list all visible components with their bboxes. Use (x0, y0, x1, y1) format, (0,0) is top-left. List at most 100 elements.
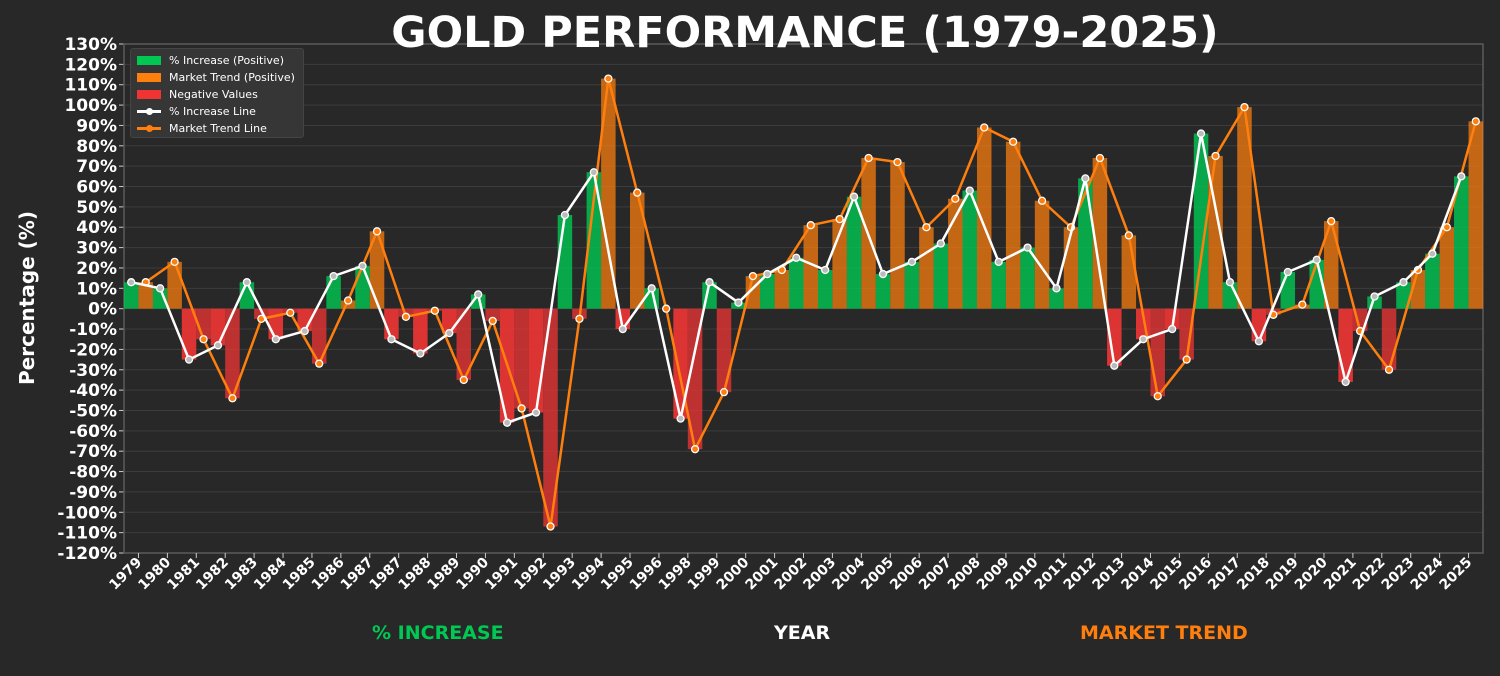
y-tick-label: 90% (76, 116, 117, 136)
legend-swatch (137, 72, 161, 82)
bar-increase (1338, 308, 1353, 382)
market-trend-point (604, 74, 613, 83)
bar-increase (557, 215, 573, 309)
bar-increase (904, 261, 920, 309)
bar-market-trend (1005, 141, 1021, 309)
market-trend-point (1298, 300, 1307, 309)
bar-market-trend (1121, 235, 1137, 309)
market-trend-point (864, 153, 873, 163)
increase-point (1225, 278, 1235, 287)
legend-swatch (137, 89, 161, 99)
legend-item-trend-line: Market Trend Line (137, 120, 267, 136)
y-tick-label: 40% (76, 218, 117, 238)
market-trend-point (1211, 151, 1220, 161)
increase-point (271, 335, 280, 344)
bar-increase (1454, 176, 1469, 309)
bar-market-trend (1034, 200, 1050, 309)
increase-point (416, 349, 425, 358)
bar-increase (991, 261, 1006, 309)
bar-market-trend (543, 308, 558, 527)
bar-market-trend (803, 225, 818, 309)
increase-point (560, 210, 570, 220)
increase-point (878, 269, 888, 279)
bar-increase (1425, 253, 1440, 309)
market-trend-point (1037, 196, 1047, 205)
bar-increase (1164, 308, 1180, 330)
legend-label: Market Trend (Positive) (169, 70, 295, 84)
market-trend-point (1182, 355, 1191, 364)
market-trend-point (546, 522, 555, 531)
increase-point (329, 271, 338, 281)
y-tick-label: -110% (57, 524, 117, 544)
market-trend-point (430, 306, 440, 315)
market-trend-point (806, 221, 815, 230)
increase-point (387, 335, 396, 344)
bar-increase (1251, 308, 1267, 342)
bar-increase (962, 190, 977, 309)
increase-point (531, 408, 541, 417)
y-tick-label: 110% (64, 76, 117, 96)
market-trend-point (343, 296, 353, 305)
legend-label: Negative Values (169, 87, 258, 101)
increase-point (1283, 267, 1292, 277)
market-trend-point (1095, 153, 1105, 163)
increase-point (358, 261, 367, 271)
market-trend-point (1009, 137, 1018, 146)
increase-point (1341, 377, 1350, 387)
increase-point (1196, 129, 1206, 138)
increase-point (647, 284, 656, 293)
y-tick-label: 20% (76, 259, 117, 279)
increase-point (936, 239, 945, 248)
increase-point (474, 290, 483, 299)
bar-increase (875, 274, 891, 309)
market-trend-point (719, 388, 729, 397)
bar-increase (933, 243, 949, 309)
y-tick-label: -90% (69, 483, 117, 503)
bar-market-trend (630, 192, 645, 309)
y-tick-label: -100% (57, 503, 117, 523)
bar-market-trend (514, 308, 529, 409)
market-trend-point (1124, 231, 1133, 240)
market-trend-point (401, 312, 411, 321)
bar-increase (355, 265, 370, 309)
market-trend-point (286, 308, 295, 317)
bar-market-trend (456, 308, 472, 380)
bar-market-trend (254, 308, 269, 319)
bar-market-trend (1092, 158, 1108, 309)
bar-increase (210, 308, 226, 346)
increase-point (907, 257, 917, 267)
bar-market-trend (716, 308, 732, 393)
increase-point (1428, 249, 1437, 258)
bar-increase (846, 196, 862, 309)
bar-increase (181, 308, 197, 360)
bar-market-trend (138, 282, 153, 309)
bar-market-trend (1381, 308, 1397, 370)
legend-line-swatch (137, 107, 161, 116)
legend-item-trend-positive: Market Trend (Positive) (137, 69, 295, 85)
footer-trend-label: MARKET TREND (1080, 622, 1248, 644)
y-tick-label: 120% (64, 55, 117, 75)
legend-item-increase-positive: % Increase (Positive) (137, 52, 284, 68)
increase-point (1081, 174, 1090, 183)
bar-increase (586, 172, 602, 309)
increase-point (994, 257, 1003, 267)
bar-market-trend (890, 162, 905, 309)
increase-point (1457, 172, 1466, 181)
y-tick-label: 60% (76, 178, 117, 198)
y-tick-label: -10% (69, 320, 117, 340)
y-tick-label: 100% (64, 96, 117, 116)
market-trend-point (459, 375, 468, 385)
bar-market-trend (1439, 227, 1455, 309)
bar-market-trend (1323, 221, 1339, 309)
legend-label: % Increase Line (169, 104, 256, 118)
market-trend-point (199, 335, 208, 344)
legend-item-negative: Negative Values (137, 86, 258, 102)
y-tick-label: -40% (69, 381, 117, 401)
bar-market-trend (369, 231, 385, 309)
y-tick-label: -60% (69, 422, 117, 442)
increase-point (676, 414, 685, 423)
bar-increase (1107, 308, 1122, 366)
increase-point (1167, 324, 1177, 334)
increase-point (1139, 335, 1148, 344)
